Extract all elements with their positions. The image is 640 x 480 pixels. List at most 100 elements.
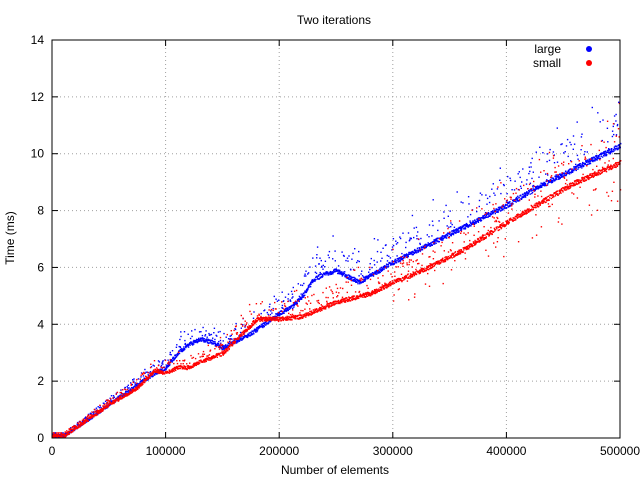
data-point (343, 255, 345, 257)
data-point (350, 275, 352, 278)
data-point (135, 388, 138, 390)
data-point (359, 282, 362, 284)
data-point (132, 387, 134, 389)
data-point (78, 424, 80, 426)
data-point (520, 194, 522, 196)
data-point (128, 389, 130, 391)
data-point (327, 296, 329, 299)
data-point (354, 248, 356, 250)
data-point (525, 183, 528, 185)
data-point (494, 229, 497, 231)
data-point (565, 173, 567, 176)
data-point (77, 424, 79, 427)
data-point (216, 354, 219, 356)
data-point (363, 278, 365, 281)
data-point (215, 345, 218, 348)
data-point (546, 160, 548, 163)
data-point (414, 293, 416, 295)
data-point (519, 176, 521, 179)
data-point (286, 310, 288, 312)
data-point (180, 363, 182, 365)
data-point (385, 267, 388, 269)
data-point (527, 208, 529, 211)
data-point (426, 234, 428, 236)
data-point (139, 382, 141, 384)
data-point (176, 344, 178, 346)
data-point (494, 212, 496, 215)
data-point (464, 252, 466, 254)
data-point (615, 145, 617, 147)
data-point (107, 399, 109, 401)
data-point (343, 273, 346, 275)
data-point (328, 256, 330, 259)
data-point (204, 334, 207, 336)
data-point (261, 324, 263, 327)
data-point (273, 319, 275, 321)
data-point (481, 217, 484, 219)
data-point (184, 342, 187, 345)
data-point (307, 296, 309, 298)
data-point (129, 389, 131, 391)
data-point (562, 189, 564, 192)
data-point (542, 199, 544, 201)
data-point (201, 360, 203, 362)
data-point (559, 173, 561, 175)
data-point (294, 314, 297, 317)
data-point (449, 255, 451, 257)
data-point (510, 204, 512, 207)
data-point (415, 268, 417, 271)
data-point (554, 171, 556, 173)
data-point (415, 272, 417, 274)
data-point (297, 283, 299, 285)
data-point (217, 353, 219, 356)
data-point (331, 302, 334, 304)
data-point (534, 196, 536, 198)
data-point (526, 211, 528, 213)
data-point (250, 326, 253, 328)
data-point (263, 325, 265, 328)
data-point (524, 192, 526, 194)
data-point (210, 359, 212, 361)
data-point (423, 247, 426, 250)
data-point (331, 290, 333, 293)
data-point (180, 335, 182, 338)
data-point (246, 336, 249, 339)
data-point (257, 317, 260, 319)
data-point (458, 231, 460, 233)
data-point (606, 127, 609, 129)
data-point (297, 300, 299, 302)
data-point (314, 271, 317, 273)
data-point (411, 214, 414, 217)
data-point (107, 405, 110, 407)
data-point (319, 271, 321, 274)
data-point (126, 386, 128, 388)
data-point (582, 162, 584, 165)
data-point (421, 267, 423, 269)
data-point (278, 319, 280, 321)
data-point (615, 120, 617, 122)
data-point (354, 279, 357, 281)
data-point (326, 302, 328, 304)
data-point (427, 242, 429, 244)
data-point (282, 311, 284, 313)
data-point (291, 319, 293, 321)
data-point (252, 321, 254, 323)
data-point (309, 286, 312, 288)
data-point (561, 172, 563, 174)
data-point (308, 312, 310, 315)
data-point (118, 399, 120, 402)
data-point (511, 203, 513, 205)
data-point (537, 205, 539, 207)
data-point (406, 264, 408, 266)
data-point (451, 257, 453, 259)
data-point (225, 344, 227, 347)
data-point (98, 412, 100, 414)
data-point (82, 421, 84, 424)
data-point (87, 420, 89, 422)
data-point (222, 346, 224, 348)
data-point (266, 318, 268, 321)
data-point (302, 292, 305, 295)
data-point (560, 143, 562, 146)
data-point (508, 202, 510, 204)
data-point (246, 322, 248, 324)
